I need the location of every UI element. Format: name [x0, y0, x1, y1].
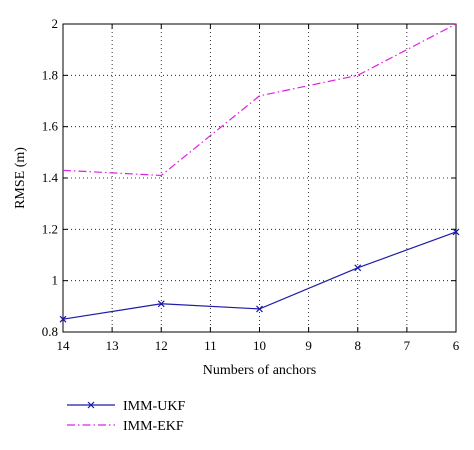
- legend-item-imm-ukf: IMM-UKF: [67, 399, 185, 414]
- x-tick-label: 10: [253, 338, 266, 353]
- legend: IMM-UKF IMM-EKF: [67, 399, 185, 434]
- legend-label: IMM-UKF: [123, 399, 185, 414]
- marker-stroke: [256, 305, 263, 313]
- grid-lines: [63, 24, 456, 332]
- legend-label: IMM-EKF: [123, 419, 184, 434]
- y-tick-label: 1.2: [42, 221, 58, 236]
- x-tick-label: 14: [57, 338, 71, 353]
- x-tick-label: 9: [305, 338, 312, 353]
- data-point-marker: [157, 300, 165, 308]
- y-tick-label: 0.8: [42, 324, 58, 339]
- legend-marker: [87, 401, 95, 409]
- marker-stroke: [59, 315, 67, 323]
- x-tick-label: 11: [204, 338, 217, 353]
- x-tick-label: 6: [453, 338, 460, 353]
- data-point-marker: [354, 264, 362, 272]
- legend-item-imm-ekf: IMM-EKF: [67, 419, 184, 434]
- marker-stroke: [157, 300, 165, 308]
- y-tick-label: 1.8: [42, 67, 58, 82]
- series-line-imm-ekf: [62, 23, 457, 177]
- x-axis-title: Numbers of anchors: [203, 363, 317, 378]
- axis-ticks: 14 13 12 11 10 9 8 7 6 0.8 1 1.2 1.4 1.6 1.8 2: [42, 16, 460, 353]
- data-point-marker: [256, 305, 263, 313]
- data-point-marker: [59, 315, 67, 323]
- y-axis-title: RMSE (m): [13, 147, 28, 209]
- x-tick-label: 13: [106, 338, 119, 353]
- x-tick-label: 8: [355, 338, 362, 353]
- y-tick-label: 1.6: [42, 119, 59, 134]
- y-tick-label: 1: [52, 273, 59, 288]
- marker-stroke: [452, 228, 460, 236]
- data-series: [59, 23, 460, 323]
- y-tick-label: 2: [52, 16, 59, 31]
- y-tick-label: 1.4: [42, 170, 59, 185]
- marker-stroke: [354, 264, 362, 272]
- x-tick-label: 7: [404, 338, 411, 353]
- data-point-marker: [452, 228, 460, 236]
- x-tick-label: 12: [155, 338, 168, 353]
